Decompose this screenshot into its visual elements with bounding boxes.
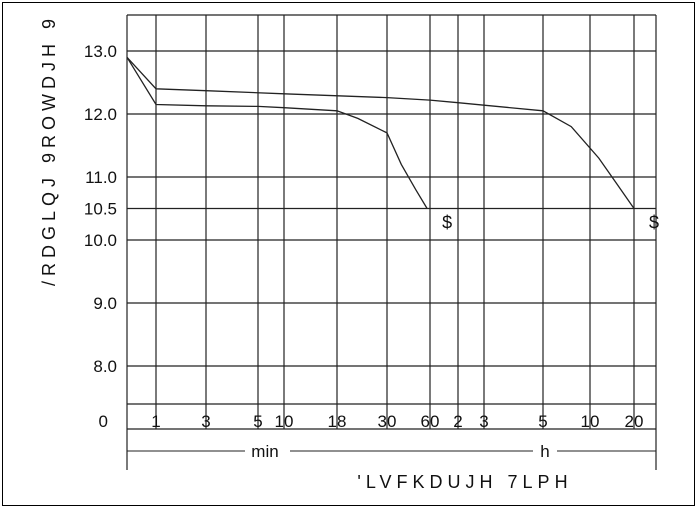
y-tick-label: 10.5	[84, 200, 117, 219]
x-tick-label: 1	[151, 412, 160, 431]
x-tick-label: 20	[625, 412, 644, 431]
curve-end-label: $	[442, 213, 452, 233]
x-tick-label: 5	[253, 412, 262, 431]
min-unit-label: min	[251, 442, 278, 461]
discharge-curve-1	[127, 57, 427, 208]
y-tick-label: 11.0	[85, 168, 117, 187]
y-tick-label: 12.0	[84, 105, 117, 124]
y-origin-label: 0	[99, 412, 108, 431]
y-tick-label: 9.0	[93, 294, 117, 313]
x-tick-label: 10	[275, 412, 294, 431]
curve-end-label: $	[649, 213, 659, 233]
y-tick-label: 10.0	[84, 231, 117, 250]
x-tick-label: 30	[378, 412, 397, 431]
x-tick-label: 10	[581, 412, 600, 431]
discharge-curve-2	[127, 57, 634, 208]
y-axis-title: /RDGLQJ 9ROWDJH 9	[39, 14, 59, 286]
y-tick-label: 8.0	[93, 357, 117, 376]
x-tick-label: 2	[453, 412, 462, 431]
x-axis-title: 'LVFKDUJH 7LPH	[357, 472, 572, 492]
y-tick-label: 13.0	[84, 42, 117, 61]
h-unit-label: h	[540, 442, 549, 461]
x-tick-label: 3	[201, 412, 210, 431]
x-tick-label: 60	[421, 412, 440, 431]
x-tick-label: 18	[328, 412, 347, 431]
x-tick-label: 5	[538, 412, 547, 431]
x-tick-label: 3	[479, 412, 488, 431]
